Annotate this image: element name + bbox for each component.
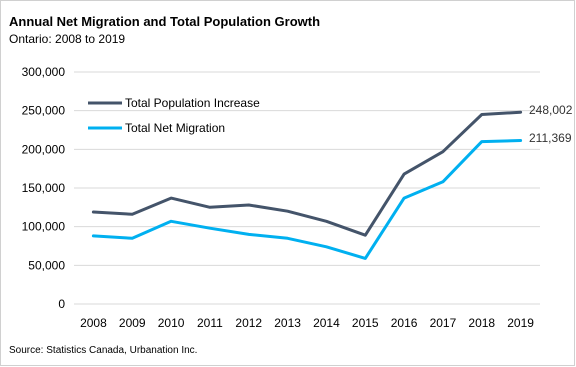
y-tick-label: 50,000 — [28, 258, 65, 272]
y-axis-labels: 0 50,000 100,000 150,000 200,000 250,000 300,0… — [22, 65, 66, 311]
gridlines — [74, 71, 540, 305]
y-tick-label: 300,000 — [22, 65, 66, 79]
x-axis-labels: 2008 2009 2010 2011 2012 2013 2014 2015 2016 2017… — [80, 316, 534, 330]
y-tick-label: 250,000 — [22, 104, 66, 118]
x-tick-label: 2009 — [119, 316, 146, 330]
legend-label: Total Population Increase — [125, 96, 260, 110]
series-line-migration — [91, 139, 523, 260]
end-value-label: 211,369 — [529, 131, 572, 145]
y-tick-label: 200,000 — [22, 142, 66, 156]
source-note: Source: Statistics Canada, Urbanation In… — [9, 345, 198, 356]
chart-subtitle: Ontario: 2008 to 2019 — [9, 32, 126, 46]
y-tick-label: 0 — [58, 297, 65, 311]
x-tick-label: 2015 — [352, 316, 379, 330]
x-tick-label: 2019 — [507, 316, 534, 330]
end-value-label: 248,002 — [529, 103, 573, 117]
x-tick-label: 2013 — [274, 316, 301, 330]
chart-title: Annual Net Migration and Total Populatio… — [9, 14, 321, 29]
x-tick-label: 2012 — [235, 316, 262, 330]
legend: Total Population Increase Total Net Migra… — [88, 96, 260, 135]
series-lines — [91, 110, 523, 260]
x-tick-label: 2010 — [158, 316, 185, 330]
x-tick-label: 2018 — [468, 316, 495, 330]
x-tick-label: 2011 — [197, 316, 223, 330]
x-tick-label: 2017 — [430, 316, 457, 330]
x-tick-label: 2008 — [80, 316, 107, 330]
y-tick-label: 150,000 — [22, 181, 66, 195]
x-tick-label: 2014 — [313, 316, 340, 330]
series-line-population — [91, 110, 523, 237]
x-tick-label: 2016 — [391, 316, 418, 330]
legend-label: Total Net Migration — [125, 121, 225, 135]
y-tick-label: 100,000 — [22, 220, 66, 234]
end-labels: 248,002 211,369 — [529, 103, 573, 145]
